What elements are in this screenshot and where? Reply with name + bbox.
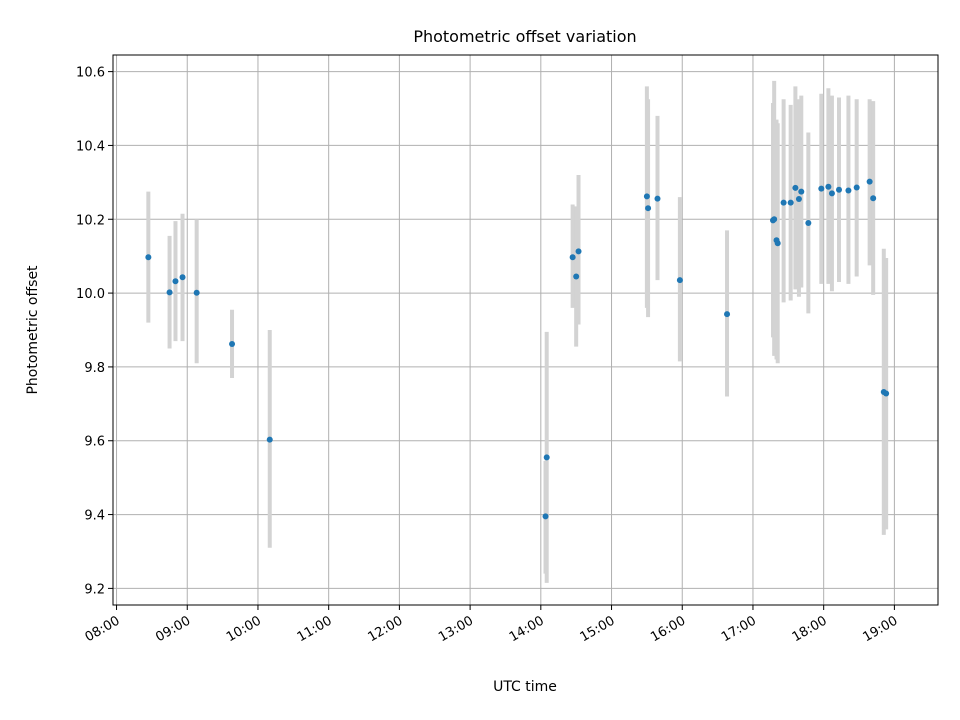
data-point xyxy=(771,216,778,223)
data-point xyxy=(172,278,179,285)
data-point xyxy=(825,183,832,190)
data-point xyxy=(145,254,152,261)
data-point xyxy=(798,188,805,195)
y-tick-label: 10.2 xyxy=(76,213,105,228)
grid-lines xyxy=(113,55,938,605)
data-point xyxy=(866,178,873,185)
data-point xyxy=(853,184,860,191)
y-tick-label: 9.2 xyxy=(84,582,105,597)
y-tick-label: 10.6 xyxy=(76,66,105,81)
data-point xyxy=(845,187,852,194)
data-point xyxy=(774,240,781,247)
data-point xyxy=(229,341,236,348)
data-point xyxy=(836,186,842,193)
data-point xyxy=(575,248,582,255)
data-point xyxy=(676,277,683,284)
data-point xyxy=(818,185,825,192)
y-tick-label: 10.0 xyxy=(76,287,105,302)
data-point xyxy=(573,273,580,280)
data-point xyxy=(179,274,186,281)
y-tick-label: 9.8 xyxy=(84,361,105,376)
data-point xyxy=(645,205,652,212)
plot-frame xyxy=(112,54,939,606)
data-point xyxy=(724,311,731,318)
data-point xyxy=(805,219,812,226)
y-tick-label: 10.4 xyxy=(76,139,105,154)
y-axis-label: Photometric offset xyxy=(25,265,41,395)
data-point xyxy=(193,289,200,296)
data-points xyxy=(145,178,890,520)
data-point xyxy=(166,289,173,296)
data-point xyxy=(780,199,787,206)
data-point xyxy=(266,436,273,443)
data-point xyxy=(787,199,794,206)
data-point xyxy=(569,254,576,261)
data-point xyxy=(792,184,799,191)
chart-title: Photometric offset variation xyxy=(413,27,636,46)
y-tick-label: 9.4 xyxy=(84,509,105,524)
data-point xyxy=(654,195,661,202)
data-point xyxy=(542,513,549,520)
y-tick-label: 9.6 xyxy=(84,435,105,450)
data-point xyxy=(870,195,877,202)
data-point xyxy=(828,190,835,197)
data-point xyxy=(795,195,802,202)
data-point xyxy=(543,454,550,461)
data-point xyxy=(643,193,650,200)
data-point xyxy=(883,390,890,397)
x-axis-label: UTC time xyxy=(493,679,557,695)
